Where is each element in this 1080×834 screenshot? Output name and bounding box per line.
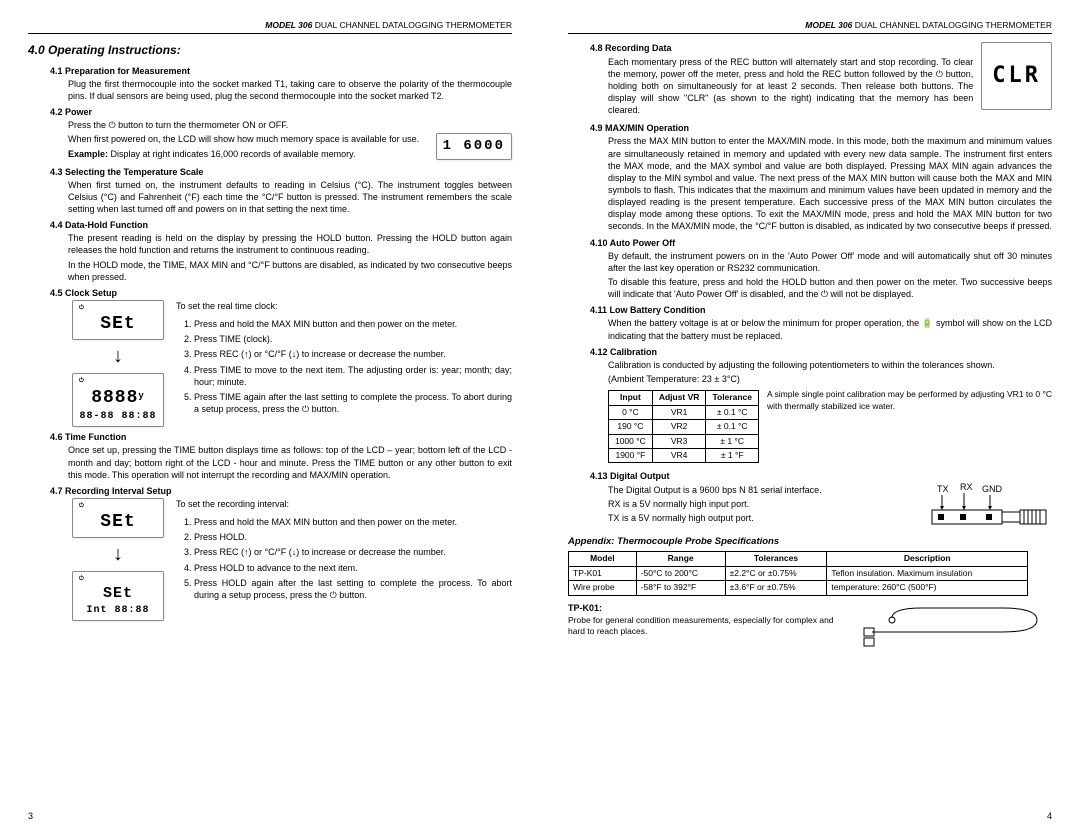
lcd-memory: 1 6000: [436, 133, 512, 160]
svg-text:RX: RX: [960, 482, 973, 492]
sec-4-13: 4.13 Digital Output TX RX GND The Digita…: [590, 470, 1052, 529]
arrow-down-icon: ↓: [68, 541, 168, 568]
probe-table: ModelRangeTolerancesDescription TP-K01-5…: [568, 551, 1028, 595]
section-title: 4.0 Operating Instructions:: [28, 42, 512, 58]
calibration-table: InputAdjust VRTolerance 0 °CVR1± 0.1 °C …: [608, 390, 759, 463]
page-right: MODEL 306 DUAL CHANNEL DATALOGGING THERM…: [540, 0, 1080, 834]
page-number: 3: [28, 810, 33, 822]
clock-steps: Press and hold the MAX MIN button and th…: [194, 318, 512, 415]
sec-4-9: 4.9 MAX/MIN Operation Press the MAX MIN …: [590, 122, 1052, 232]
sec-4-11: 4.11 Low Battery Condition When the batt…: [590, 304, 1052, 341]
page-left: MODEL 306 DUAL CHANNEL DATALOGGING THERM…: [0, 0, 540, 834]
arrow-down-icon: ↓: [68, 343, 168, 370]
appendix-title: Appendix: Thermocouple Probe Specificati…: [568, 536, 1052, 549]
sec-4-12: 4.12 Calibration Calibration is conducte…: [590, 346, 1052, 467]
sec-4-6: 4.6 Time Function Once set up, pressing …: [50, 431, 512, 481]
tpk01-block: TP-K01: Probe for general condition meas…: [568, 602, 1052, 638]
svg-text:GND: GND: [982, 484, 1003, 494]
header: MODEL 306 DUAL CHANNEL DATALOGGING THERM…: [568, 20, 1052, 34]
sec-4-8: CLR 4.8 Recording Data Each momentary pr…: [590, 42, 1052, 118]
connector-diagram: TX RX GND: [912, 480, 1052, 530]
sec-4-2: 4.2 Power Press the ⏻ button to turn the…: [50, 106, 512, 162]
header: MODEL 306 DUAL CHANNEL DATALOGGING THERM…: [28, 20, 512, 34]
header-desc: DUAL CHANNEL DATALOGGING THERMOMETER: [855, 20, 1052, 30]
header-desc: DUAL CHANNEL DATALOGGING THERMOMETER: [315, 20, 512, 30]
header-model: MODEL 306: [805, 20, 852, 30]
sec-4-10: 4.10 Auto Power Off By default, the inst…: [590, 237, 1052, 301]
sec-4-7: 4.7 Recording Interval Setup ⏻SEt ↓ ⏻ SE…: [50, 485, 512, 621]
header-model: MODEL 306: [265, 20, 312, 30]
sec-4-4: 4.4 Data-Hold Function The present readi…: [50, 219, 512, 283]
sec-4-3: 4.3 Selecting the Temperature Scale When…: [50, 166, 512, 216]
sec-4-1: 4.1 Preparation for Measurement Plug the…: [50, 65, 512, 102]
page-number: 4: [1047, 810, 1052, 822]
sec-4-5: 4.5 Clock Setup ⏻SEt ↓ ⏻ 8888y 88-88 88:…: [50, 287, 512, 427]
probe-diagram: [862, 602, 1052, 650]
rec-steps: Press and hold the MAX MIN button and th…: [194, 516, 512, 601]
lcd-clr: CLR: [981, 42, 1052, 110]
svg-text:TX: TX: [937, 484, 949, 494]
